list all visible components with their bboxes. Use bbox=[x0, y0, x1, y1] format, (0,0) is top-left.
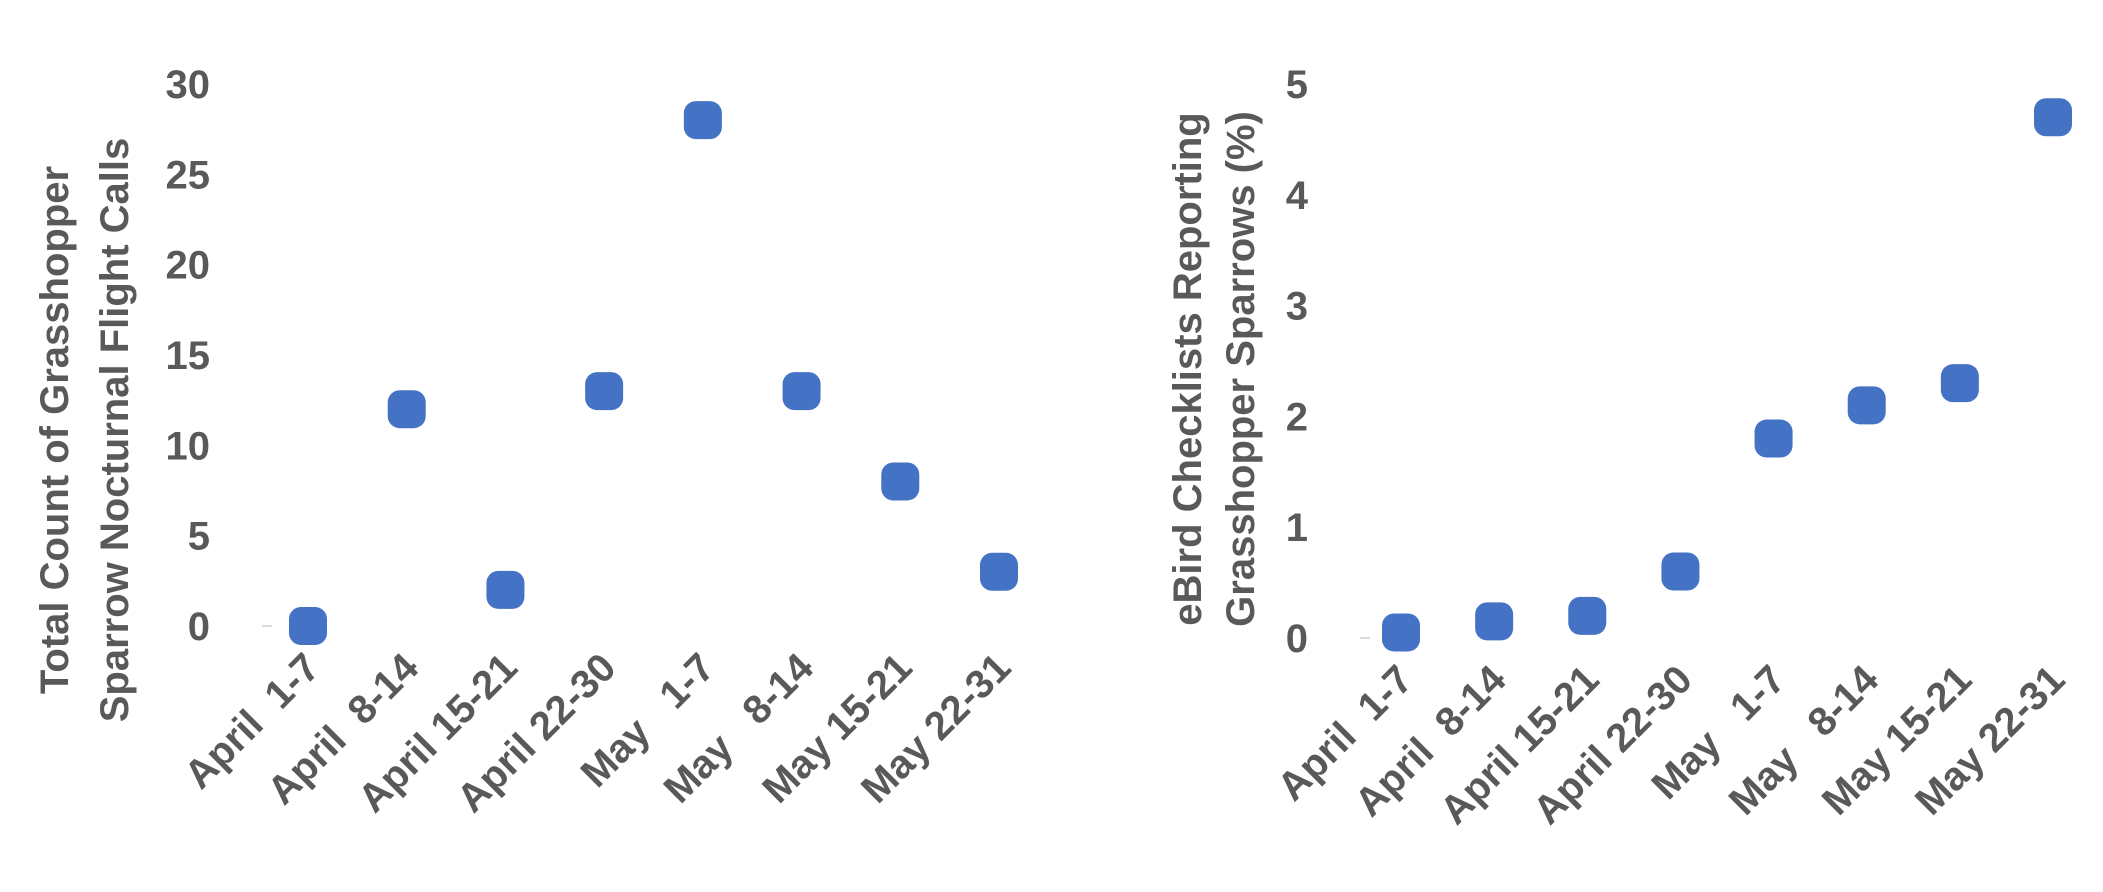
y-tick-label: 2 bbox=[1286, 395, 1308, 439]
y-tick-label: 5 bbox=[188, 515, 210, 559]
marker bbox=[585, 372, 624, 411]
marker bbox=[2034, 98, 2072, 137]
marker bbox=[1382, 613, 1420, 652]
marker bbox=[1568, 596, 1607, 635]
marker bbox=[1754, 419, 1793, 458]
y-tick-label: 0 bbox=[188, 605, 210, 649]
y-tick-label: 20 bbox=[166, 244, 211, 288]
y-tick-label: 0 bbox=[1286, 617, 1308, 661]
marker bbox=[1847, 386, 1886, 425]
marker bbox=[1475, 602, 1514, 641]
y-axis-label: Total Count of Grasshopper bbox=[33, 166, 77, 694]
y-tick-label: 10 bbox=[166, 424, 211, 468]
marker bbox=[1940, 364, 1979, 403]
marker bbox=[881, 462, 920, 501]
y-tick-label: 3 bbox=[1286, 285, 1308, 329]
marker bbox=[289, 607, 327, 645]
y-tick-label: 4 bbox=[1286, 174, 1309, 218]
y-tick-label: 25 bbox=[166, 153, 211, 197]
y-axis-label: Grasshopper Sparrows (%) bbox=[1219, 111, 1263, 627]
y-axis-label: Sparrow Nocturnal Flight Calls bbox=[93, 138, 137, 723]
marker bbox=[683, 101, 722, 140]
y-tick-label: 5 bbox=[1286, 63, 1308, 107]
marker bbox=[980, 552, 1018, 591]
y-tick-label: 1 bbox=[1286, 506, 1308, 550]
y-axis-label: eBird Checklists Reporting bbox=[1166, 112, 1210, 625]
marker bbox=[486, 570, 525, 609]
marker bbox=[387, 390, 426, 429]
y-tick-label: 30 bbox=[166, 63, 211, 107]
y-tick-label: 15 bbox=[166, 334, 211, 378]
marker bbox=[1661, 552, 1700, 591]
marker bbox=[782, 372, 821, 411]
